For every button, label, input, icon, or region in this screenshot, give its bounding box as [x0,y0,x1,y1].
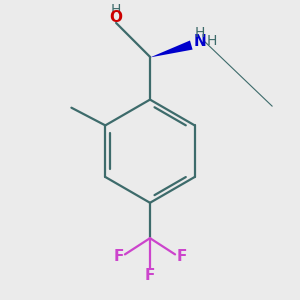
Text: N: N [194,34,206,49]
Text: H: H [195,26,205,40]
Text: F: F [176,249,187,264]
Text: O: O [110,10,123,25]
Polygon shape [150,40,193,57]
Text: H: H [111,3,121,17]
Text: H: H [206,34,217,48]
Text: F: F [145,268,155,283]
Text: F: F [113,249,124,264]
